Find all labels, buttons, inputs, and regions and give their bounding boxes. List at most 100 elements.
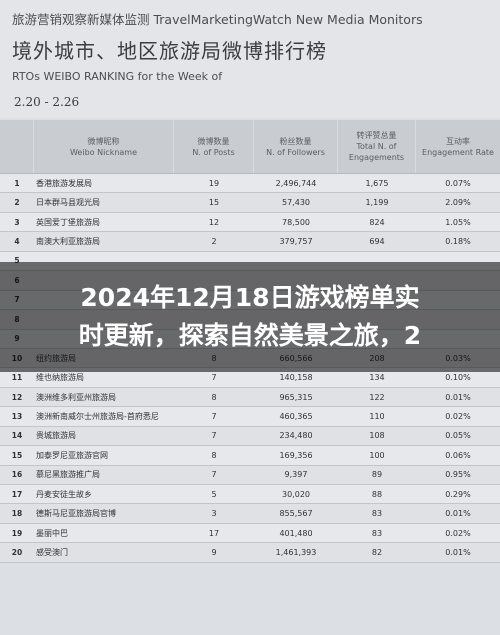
table-row: 12 澳洲维多利亚州旅游局 8 965,315 122 0.01% bbox=[0, 387, 500, 408]
row-rank: 16 bbox=[11, 470, 23, 480]
row-rate: 0.10% bbox=[445, 373, 471, 383]
header-posts-zh: 微博数量 bbox=[197, 136, 230, 146]
row-followers: 379,757 bbox=[279, 237, 313, 247]
row-engagements: 108 bbox=[369, 431, 385, 441]
row-rank: 17 bbox=[11, 489, 23, 499]
headline-banner: 2024年12月18日游戏榜单实 时更新，探索自然美景之旅，2 bbox=[0, 262, 500, 372]
table-row: 11 维也纳旅游局 7 140,158 134 0.10% bbox=[0, 368, 500, 388]
row-rank: 20 bbox=[11, 548, 23, 558]
row-followers: 9,397 bbox=[284, 470, 308, 480]
row-rank: 15 bbox=[11, 450, 23, 460]
header-source-line: 旅游营销观察新媒体监测 TravelMarketingWatch New Med… bbox=[12, 12, 423, 27]
row-followers: 855,567 bbox=[279, 509, 313, 519]
row-engagements: 110 bbox=[369, 411, 385, 421]
row-rate: 1.05% bbox=[445, 217, 471, 227]
row-rank: 11 bbox=[11, 373, 23, 383]
headline-line-1: 2024年12月18日游戏榜单实 bbox=[80, 283, 420, 312]
table-row: 16 慕尼黑旅游推广局 7 9,397 89 0.95% bbox=[0, 465, 500, 485]
table-row: 1 香港旅游发展局 19 2,496,744 1,675 0.07% bbox=[0, 174, 500, 194]
header-followers-en: N. of Followers bbox=[266, 147, 325, 157]
row-posts: 8 bbox=[211, 450, 217, 460]
table-row: 18 德斯马尼亚旅游局官博 3 855,567 83 0.01% bbox=[0, 504, 500, 524]
headline-text: 2024年12月18日游戏榜单实 时更新，探索自然美景之旅，2 bbox=[0, 279, 500, 355]
row-rate: 0.01% bbox=[445, 548, 471, 558]
row-followers: 169,356 bbox=[279, 450, 313, 460]
row-posts: 8 bbox=[211, 392, 217, 402]
headline-line-2: 时更新，探索自然美景之旅，2 bbox=[78, 321, 422, 350]
row-engagements: 82 bbox=[371, 548, 383, 558]
row-nickname: 澳洲新南威尔士州旅游局-首府悉尼 bbox=[36, 411, 159, 421]
row-nickname: 日本群马县观光局 bbox=[36, 198, 100, 208]
row-rate: 0.02% bbox=[445, 411, 471, 421]
row-nickname: 加泰罗尼亚旅游官网 bbox=[36, 450, 108, 460]
table-row: 3 英国爱丁堡旅游局 12 78,500 824 1.05% bbox=[0, 212, 500, 233]
row-nickname: 维也纳旅游局 bbox=[36, 373, 84, 383]
row-nickname: 墨丽中巴 bbox=[36, 528, 68, 538]
page-subtitle: RTOs WEIBO RANKING for the Week of bbox=[12, 70, 223, 83]
table-row: 14 贵城旅游局 7 234,480 108 0.05% bbox=[0, 426, 500, 447]
row-rank: 1 bbox=[14, 178, 20, 188]
row-followers: 460,365 bbox=[279, 411, 313, 421]
header-posts: 微博数量 N. of Posts bbox=[174, 120, 254, 173]
row-rank: 3 bbox=[14, 217, 20, 227]
row-nickname: 感受澳门 bbox=[36, 548, 68, 558]
row-nickname: 德斯马尼亚旅游局官博 bbox=[36, 509, 116, 519]
row-rate: 2.09% bbox=[445, 198, 471, 208]
row-followers: 2,496,744 bbox=[275, 178, 317, 188]
header-nickname-en: Weibo Nickname bbox=[69, 147, 138, 157]
row-followers: 57,430 bbox=[282, 198, 310, 208]
row-posts: 17 bbox=[208, 528, 220, 538]
header-posts-en: N. of Posts bbox=[192, 147, 235, 157]
row-followers: 140,158 bbox=[279, 373, 313, 383]
row-nickname: 英国爱丁堡旅游局 bbox=[36, 217, 100, 227]
header-engagements-en: Total N. of Engagements bbox=[348, 142, 405, 162]
row-nickname: 慕尼黑旅游推广局 bbox=[36, 470, 100, 480]
row-posts: 7 bbox=[211, 431, 217, 441]
row-rate: 0.01% bbox=[445, 509, 471, 519]
row-posts: 3 bbox=[211, 509, 217, 519]
row-posts: 2 bbox=[211, 237, 217, 247]
row-rate: 0.02% bbox=[445, 528, 471, 538]
row-posts: 19 bbox=[208, 178, 220, 188]
header-rate-en: Engagement Rate bbox=[422, 147, 494, 157]
row-followers: 965,315 bbox=[279, 392, 313, 402]
table-row: 4 南澳大利亚旅游局 2 379,757 694 0.18% bbox=[0, 232, 500, 252]
row-followers: 30,020 bbox=[282, 489, 310, 499]
row-rate: 0.29% bbox=[445, 489, 471, 499]
header-nickname-zh: 微博昵称 bbox=[87, 136, 120, 146]
row-rank: 18 bbox=[11, 509, 23, 519]
row-engagements: 89 bbox=[371, 470, 383, 480]
row-followers: 1,461,393 bbox=[275, 548, 317, 558]
header-rank-cell bbox=[0, 120, 34, 173]
date-range: 2.20 - 2.26 bbox=[14, 95, 80, 109]
header-rate-zh: 互动率 bbox=[446, 136, 470, 146]
row-engagements: 83 bbox=[371, 509, 383, 519]
report-header: 旅游营销观察新媒体监测 TravelMarketingWatch New Med… bbox=[0, 0, 500, 118]
row-engagements: 694 bbox=[369, 237, 385, 247]
row-rank: 19 bbox=[11, 528, 23, 538]
row-followers: 234,480 bbox=[279, 431, 313, 441]
row-rank: 5 bbox=[14, 256, 20, 266]
page-title: 境外城市、地区旅游局微博排行榜 bbox=[12, 39, 327, 63]
header-nickname: 微博昵称 Weibo Nickname bbox=[34, 120, 174, 173]
row-posts: 12 bbox=[208, 217, 220, 227]
row-rate: 0.05% bbox=[445, 431, 471, 441]
row-engagements: 1,675 bbox=[365, 178, 389, 188]
row-posts: 7 bbox=[211, 373, 217, 383]
row-rate: 0.06% bbox=[445, 450, 471, 460]
row-engagements: 88 bbox=[371, 489, 383, 499]
row-rate: 0.01% bbox=[445, 392, 471, 402]
row-rank: 4 bbox=[14, 237, 20, 247]
table-row: 20 感受澳门 9 1,461,393 82 0.01% bbox=[0, 543, 500, 563]
row-rate: 0.18% bbox=[445, 237, 471, 247]
row-rank: 14 bbox=[11, 431, 23, 441]
row-engagements: 83 bbox=[371, 528, 383, 538]
row-engagements: 1,199 bbox=[365, 198, 389, 208]
row-engagements: 100 bbox=[369, 450, 385, 460]
row-posts: 7 bbox=[211, 411, 217, 421]
table-row: 13 澳洲新南威尔士州旅游局-首府悉尼 7 460,365 110 0.02% bbox=[0, 407, 500, 427]
row-rank: 2 bbox=[14, 198, 20, 208]
table-row: 15 加泰罗尼亚旅游官网 8 169,356 100 0.06% bbox=[0, 446, 500, 466]
row-nickname: 香港旅游发展局 bbox=[36, 178, 92, 188]
header-followers: 粉丝数量 N. of Followers bbox=[254, 120, 338, 173]
